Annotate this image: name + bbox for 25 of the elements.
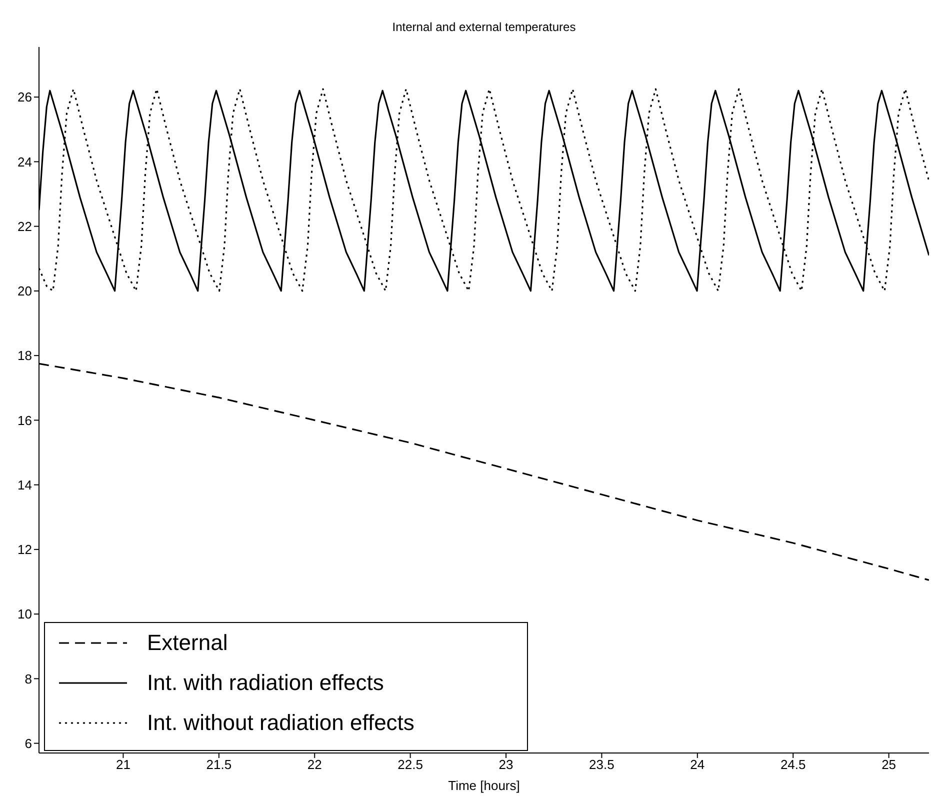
legend-label: External: [147, 630, 228, 656]
y-tick-label: 14: [18, 477, 32, 492]
legend-label: Int. without radiation effects: [147, 710, 414, 736]
chart-title: Internal and external temperatures: [391, 20, 577, 34]
y-tick-label: 26: [18, 90, 32, 105]
x-tick-label: 22.5: [398, 757, 423, 772]
x-tick-label: 22: [307, 757, 322, 772]
x-tick-label: 23: [498, 757, 514, 772]
x-tick-label: 23.5: [589, 757, 614, 772]
y-tick-label: 22: [18, 218, 32, 234]
x-tick-label: 25: [882, 757, 896, 772]
y-tick-label: 20: [18, 284, 32, 299]
legend-label: Int. with radiation effects: [147, 670, 384, 696]
y-tick-label: 24: [18, 154, 32, 170]
y-tick-label: 16: [18, 412, 32, 428]
x-tick-label: 24.5: [780, 757, 806, 772]
x-tick-label: 21.5: [206, 757, 232, 772]
x-axis-title: Time [hours]: [448, 778, 520, 793]
y-tick-label: 10: [18, 606, 32, 622]
y-tick-label: 6: [24, 736, 32, 751]
y-tick-label: 8: [24, 671, 32, 686]
x-tick-label: 21: [116, 757, 130, 772]
x-tick-label: 24: [690, 757, 705, 772]
y-tick-label: 12: [18, 542, 32, 558]
y-tick-label: 18: [18, 348, 32, 364]
